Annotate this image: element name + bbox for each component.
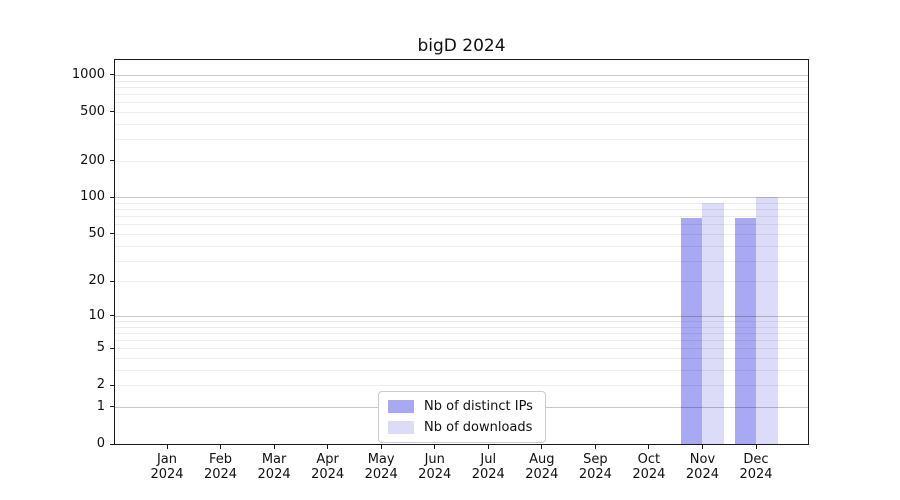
x-tick-label: Jan 2024 xyxy=(150,452,184,482)
major-gridline xyxy=(115,197,808,199)
bar-nb-of-distinct-ips-dec xyxy=(734,217,756,444)
y-tick-label: 2 xyxy=(96,377,105,393)
bar-nb-of-downloads-dec xyxy=(756,196,778,444)
legend-label-distinct-ips: Nb of distinct IPs xyxy=(424,399,533,414)
minor-gridline xyxy=(115,139,808,141)
bar-nb-of-distinct-ips-nov xyxy=(680,217,703,444)
x-tick-label: Dec 2024 xyxy=(739,452,773,482)
x-tick-label: Apr 2024 xyxy=(311,452,345,482)
x-tick-label: Oct 2024 xyxy=(632,452,666,482)
bar-nb-of-downloads-nov xyxy=(702,203,724,444)
x-tick-label: Nov 2024 xyxy=(685,452,719,482)
x-tick-label: Feb 2024 xyxy=(203,452,238,482)
x-axis-tick xyxy=(755,445,757,449)
legend-label-downloads: Nb of downloads xyxy=(424,420,533,435)
legend-item-downloads: Nb of downloads xyxy=(388,419,533,436)
x-axis-tick xyxy=(220,445,222,449)
y-axis-tick xyxy=(110,111,114,113)
minor-gridline xyxy=(115,93,808,95)
x-axis-tick xyxy=(380,445,382,449)
y-tick-label: 50 xyxy=(88,225,105,241)
y-axis-tick xyxy=(110,315,114,317)
legend-swatch-distinct-ips xyxy=(388,400,414,413)
y-tick-label: 100 xyxy=(80,189,105,205)
x-axis-tick xyxy=(273,445,275,449)
minor-gridline xyxy=(115,111,808,113)
minor-gridline xyxy=(115,160,808,162)
x-axis-tick xyxy=(166,445,168,449)
minor-gridline xyxy=(115,86,808,88)
y-axis-tick xyxy=(110,406,114,408)
y-axis-tick xyxy=(110,233,114,235)
x-tick-label: Mar 2024 xyxy=(257,452,291,482)
x-axis-tick xyxy=(701,445,703,449)
y-axis-tick xyxy=(110,384,114,386)
chart-legend: Nb of distinct IPs Nb of downloads xyxy=(378,391,546,443)
x-tick-label: Jun 2024 xyxy=(418,452,452,482)
x-tick-label: May 2024 xyxy=(364,452,398,482)
y-tick-label: 20 xyxy=(88,273,105,289)
y-axis-tick xyxy=(110,74,114,76)
y-axis-tick xyxy=(110,280,114,282)
legend-item-distinct-ips: Nb of distinct IPs xyxy=(388,398,533,415)
y-tick-label: 200 xyxy=(80,152,105,168)
x-axis-tick xyxy=(541,445,543,449)
chart-title: bigD 2024 xyxy=(417,36,506,56)
legend-swatch-downloads xyxy=(388,421,414,434)
major-gridline xyxy=(115,74,808,76)
y-tick-label: 0 xyxy=(96,436,105,451)
y-axis-tick xyxy=(110,443,114,445)
x-tick-label: Aug 2024 xyxy=(525,452,559,482)
x-tick-label: Sep 2024 xyxy=(578,452,612,482)
minor-gridline xyxy=(115,102,808,104)
y-axis-tick xyxy=(110,160,114,162)
x-tick-label: Jul 2024 xyxy=(471,452,505,482)
y-tick-label: 5 xyxy=(96,340,105,356)
minor-gridline xyxy=(115,80,808,82)
y-axis-tick xyxy=(110,347,114,349)
plot-area: Nb of distinct IPs Nb of downloads 0 1 2 5 1… xyxy=(72,59,809,482)
y-axis-tick xyxy=(110,196,114,198)
y-tick-label: 1000 xyxy=(71,66,105,82)
x-axis-tick xyxy=(434,445,436,449)
y-tick-label: 10 xyxy=(88,307,105,323)
x-axis-tick xyxy=(648,445,650,449)
x-axis-tick xyxy=(487,445,489,449)
x-axis-tick xyxy=(594,445,596,449)
y-tick-label: 500 xyxy=(80,103,105,119)
x-axis-tick xyxy=(327,445,329,449)
minor-gridline xyxy=(115,123,808,125)
y-tick-label: 1 xyxy=(96,398,105,414)
